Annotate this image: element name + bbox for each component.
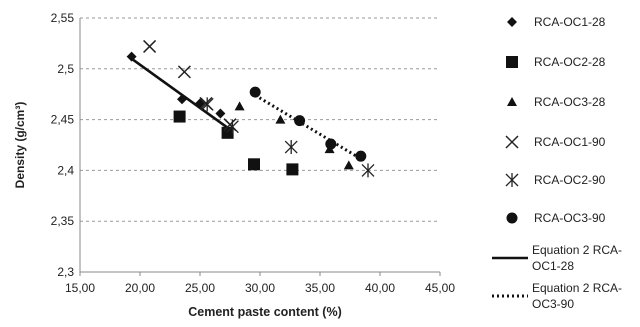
legend-marker [505, 135, 519, 149]
data-point [225, 119, 239, 134]
data-point [126, 51, 137, 62]
grid-lines [80, 17, 440, 222]
y-axis-label: Density (g/cm³) [13, 102, 27, 189]
data-point [234, 101, 245, 111]
data-points [126, 39, 375, 178]
legend-label: RCA-OC1-28 [534, 15, 606, 29]
y-tick-label: 2,55 [51, 11, 75, 25]
legend-label: RCA-OC3-90 [534, 211, 606, 225]
y-tick-label: 2,3 [57, 265, 74, 279]
x-tick-label: 40,00 [365, 281, 395, 295]
legend-label: OC3-90 [532, 297, 574, 311]
x-tick-label: 25,00 [185, 281, 215, 295]
trendline [130, 57, 229, 129]
legend-label: RCA-OC2-90 [534, 173, 606, 187]
legend-label: Equation 2 RCA- [532, 243, 622, 257]
data-point-stroke [177, 65, 191, 79]
legend-label: RCA-OC1-90 [534, 135, 606, 149]
data-point [249, 86, 261, 98]
data-point [355, 150, 367, 162]
x-tick-label: 30,00 [245, 281, 275, 295]
legend-marker [506, 212, 518, 224]
legend-label: RCA-OC3-28 [534, 95, 606, 109]
data-point [284, 140, 298, 155]
data-point [248, 158, 260, 171]
data-point [200, 97, 214, 112]
legend-marker [507, 17, 517, 27]
legend-label: Equation 2 RCA- [532, 281, 622, 295]
x-tick-label: 15,00 [65, 281, 95, 295]
data-point-stroke [143, 39, 157, 53]
data-point [177, 65, 191, 79]
data-point [361, 163, 375, 178]
legend-marker-stroke [505, 135, 519, 149]
data-point [275, 114, 286, 124]
data-point [177, 94, 187, 105]
trendline [254, 93, 364, 162]
legend-label: OC1-28 [532, 259, 574, 273]
data-point [215, 108, 226, 119]
legend-label: RCA-OC2-28 [534, 55, 606, 69]
x-tick-label: 45,00 [425, 281, 455, 295]
trendlines [130, 57, 364, 162]
y-tick-label: 2,4 [57, 163, 74, 177]
data-point [294, 115, 306, 127]
y-tick-label: 2,45 [51, 113, 75, 127]
y-tick-label: 2,5 [57, 62, 74, 76]
x-tick-labels: 15,00 20,00 25,00 30,00 35,00 40,00 45,00 [65, 272, 455, 295]
legend: RCA-OC1-28 RCA-OC2-28 RCA-OC3-28 RCA-OC1-90… [492, 15, 622, 311]
data-point [343, 160, 354, 170]
data-point [173, 110, 186, 123]
y-tick-labels: 2,3 2,35 2,4 2,45 2,5 2,55 [51, 11, 75, 279]
x-tick-label: 20,00 [125, 281, 155, 295]
legend-marker [505, 173, 519, 187]
x-tick-label: 35,00 [305, 281, 335, 295]
data-point [143, 39, 157, 53]
data-point [325, 138, 337, 150]
x-axis-label: Cement paste content (%) [188, 305, 342, 319]
legend-marker [506, 56, 518, 68]
y-tick-label: 2,35 [51, 214, 75, 228]
data-point [286, 163, 299, 176]
legend-marker [507, 97, 517, 106]
